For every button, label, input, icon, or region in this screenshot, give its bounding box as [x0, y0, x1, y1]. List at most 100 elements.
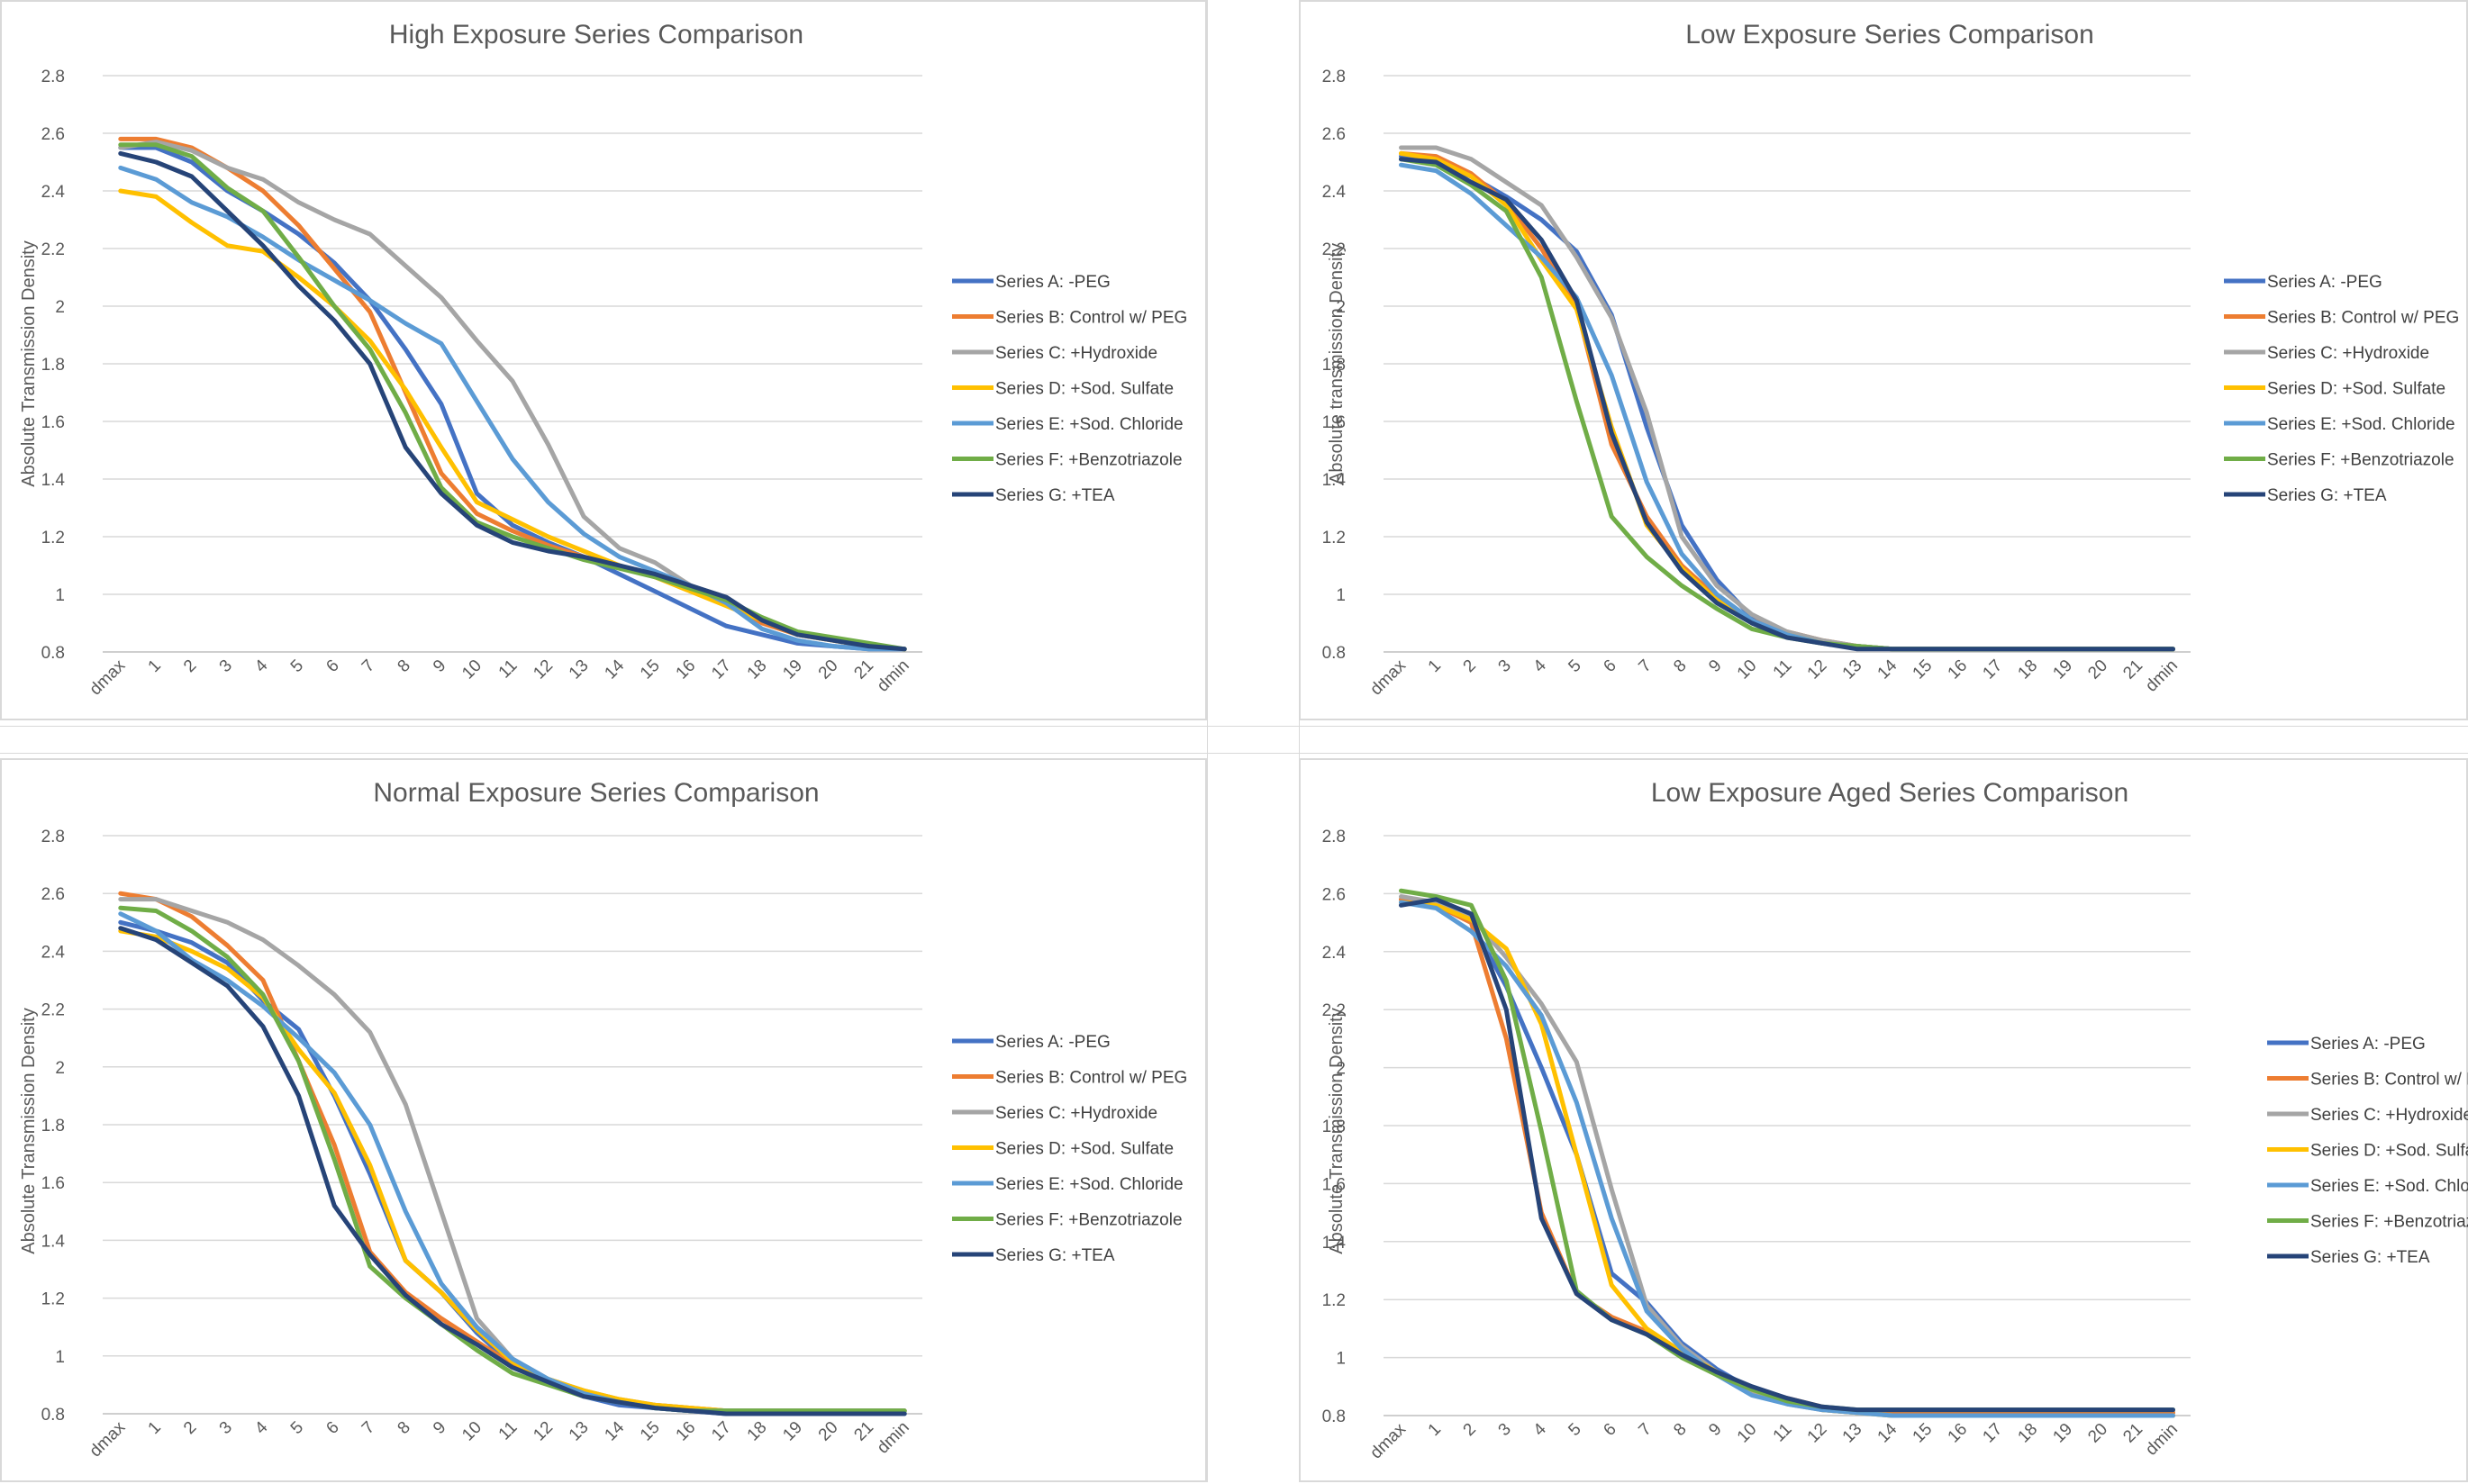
x-tick-label: 2: [1460, 1420, 1480, 1440]
x-tick-label: 11: [1770, 656, 1796, 683]
x-tick-label: 19: [2049, 1420, 2076, 1447]
legend-entry[interactable]: Series E: +Sod. Chloride: [995, 415, 1184, 434]
y-tick-label: 2.4: [1322, 183, 1347, 202]
legend-entry[interactable]: Series D: +Sod. Sulfate: [995, 1140, 1174, 1159]
y-tick-label: 1.4: [1322, 471, 1347, 490]
x-tick-label: 19: [779, 656, 806, 683]
legend-entry[interactable]: Series D: +Sod. Sulfate: [2267, 380, 2445, 399]
series-line[interactable]: [118, 188, 907, 652]
y-tick-label: 1.6: [41, 413, 65, 432]
series-line[interactable]: [1399, 897, 2175, 1413]
legend-entry[interactable]: Series B: Control w/ PEG: [995, 309, 1187, 328]
x-tick-label: 18: [744, 656, 771, 683]
legend-entry[interactable]: Series C: +Hydroxide: [995, 344, 1157, 363]
chart-panel-low-exposure-aged[interactable]: Low Exposure Aged Series Comparison Abso…: [1299, 758, 2468, 1482]
legend-entry[interactable]: Series G: +TEA: [2267, 486, 2387, 505]
series-line[interactable]: [118, 165, 907, 652]
x-tick-label: dmax: [86, 1417, 130, 1461]
chart-panel-low-exposure[interactable]: Low Exposure Series Comparison Absolute …: [1299, 0, 2468, 720]
legend-entry[interactable]: Series E: +Sod. Chloride: [2310, 1177, 2468, 1196]
x-tick-label: 16: [673, 1418, 700, 1445]
y-axis-title: Absolute Transmission Density: [19, 240, 39, 486]
y-tick-label: 2.2: [1322, 1001, 1346, 1020]
chart-panel-normal-exposure[interactable]: Normal Exposure Series Comparison Absolu…: [0, 758, 1207, 1482]
x-tick-label: 5: [287, 656, 307, 676]
x-tick-label: 7: [1635, 1420, 1655, 1440]
legend-entry[interactable]: Series C: +Hydroxide: [2267, 344, 2429, 363]
x-tick-label: 5: [1565, 1420, 1584, 1440]
legend-entry[interactable]: Series G: +TEA: [995, 1246, 1115, 1265]
legend-entry[interactable]: Series B: Control w/ PEG: [995, 1069, 1187, 1088]
x-tick-label: 14: [601, 1417, 628, 1444]
legend-entry[interactable]: Series F: +Benzotriazole: [2310, 1213, 2468, 1232]
x-tick-label: 7: [358, 1418, 378, 1438]
series-line[interactable]: [118, 911, 907, 1414]
y-axis-title: Absolute Transmission Density: [1327, 1008, 1347, 1253]
x-tick-label: 19: [2049, 656, 2076, 683]
x-tick-label: 15: [637, 656, 664, 683]
x-tick-label: 8: [395, 656, 414, 676]
legend-entry[interactable]: Series D: +Sod. Sulfate: [995, 380, 1174, 399]
series-line[interactable]: [1399, 157, 2175, 652]
chart-panel-high-exposure[interactable]: High Exposure Series Comparison Absolute…: [0, 0, 1207, 720]
x-tick-label: 8: [1670, 1420, 1690, 1440]
x-tick-label: dmin: [874, 656, 913, 696]
sheet-gridline: [0, 726, 2468, 727]
x-tick-label: 5: [1565, 656, 1584, 676]
chart-svg: High Exposure Series Comparison Absolute…: [19, 20, 1187, 699]
y-tick-label: 1: [1336, 586, 1346, 605]
series-line[interactable]: [118, 142, 907, 652]
y-tick-label: 1.4: [41, 471, 66, 490]
legend-entry[interactable]: Series B: Control w/ PEG: [2267, 309, 2459, 328]
x-tick-label: 13: [1839, 656, 1866, 683]
x-tick-label: 1: [145, 656, 165, 676]
legend-entry[interactable]: Series F: +Benzotriazole: [995, 1211, 1183, 1230]
series-line[interactable]: [1399, 900, 2175, 1418]
legend-entry[interactable]: Series G: +TEA: [995, 486, 1115, 505]
series-line[interactable]: [1399, 162, 2175, 652]
series-line[interactable]: [118, 140, 907, 652]
legend-entry[interactable]: Series A: -PEG: [2267, 273, 2382, 292]
x-tick-label: dmax: [86, 656, 130, 699]
y-tick-label: 1: [1336, 1350, 1346, 1369]
y-tick-label: 1.4: [41, 1232, 66, 1251]
series-line[interactable]: [118, 926, 907, 1416]
x-tick-label: 18: [744, 1418, 771, 1445]
x-tick-label: dmax: [1366, 1419, 1410, 1462]
x-tick-label: 17: [1979, 1420, 2006, 1447]
y-tick-label: 2.6: [41, 885, 65, 904]
x-tick-label: 9: [1705, 656, 1725, 676]
series-line[interactable]: [118, 905, 907, 1414]
legend-entry[interactable]: Series D: +Sod. Sulfate: [2310, 1142, 2468, 1161]
x-tick-label: 7: [358, 656, 378, 676]
series-line[interactable]: [118, 150, 907, 652]
x-tick-label: 18: [2014, 1420, 2041, 1447]
x-tick-label: 21: [2119, 656, 2146, 683]
legend-entry[interactable]: Series G: +TEA: [2310, 1248, 2430, 1267]
legend-entry[interactable]: Series A: -PEG: [2310, 1035, 2426, 1054]
x-tick-label: 12: [530, 656, 557, 683]
legend-entry[interactable]: Series B: Control w/ PEG: [2310, 1071, 2468, 1090]
x-tick-label: 3: [1495, 1420, 1515, 1440]
series-line[interactable]: [118, 136, 907, 652]
series-line[interactable]: [118, 928, 907, 1414]
x-tick-label: 12: [530, 1418, 557, 1445]
legend-entry[interactable]: Series A: -PEG: [995, 1033, 1111, 1052]
x-tick-label: 13: [1839, 1420, 1866, 1447]
legend-entry[interactable]: Series C: +Hydroxide: [2310, 1106, 2468, 1125]
x-tick-label: 4: [251, 656, 272, 676]
x-tick-label: 10: [1734, 656, 1761, 683]
x-tick-label: dmin: [874, 1418, 913, 1458]
series-line[interactable]: [1399, 157, 2175, 652]
x-tick-label: 14: [601, 656, 628, 683]
y-tick-label: 2.8: [41, 828, 65, 846]
legend-entry[interactable]: Series E: +Sod. Chloride: [995, 1175, 1184, 1194]
legend-entry[interactable]: Series A: -PEG: [995, 273, 1111, 292]
y-tick-label: 2: [55, 298, 65, 317]
legend-entry[interactable]: Series E: +Sod. Chloride: [2267, 415, 2455, 434]
legend-entry[interactable]: Series C: +Hydroxide: [995, 1104, 1157, 1123]
legend-entry[interactable]: Series F: +Benzotriazole: [995, 451, 1183, 470]
legend-entry[interactable]: Series F: +Benzotriazole: [2267, 451, 2454, 470]
x-tick-label: 10: [458, 656, 485, 683]
x-tick-label: 3: [1495, 656, 1515, 676]
